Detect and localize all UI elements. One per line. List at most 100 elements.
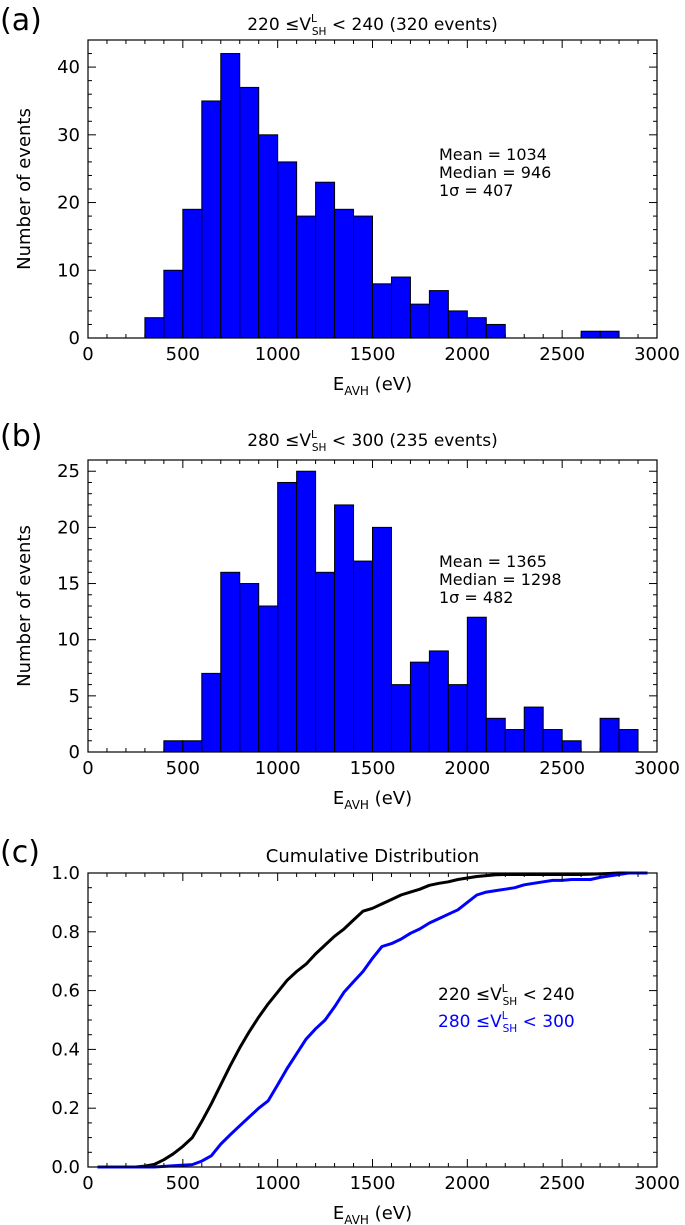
histogram-bar — [485, 717, 506, 753]
legend-entry-2-post: < 300 — [517, 1012, 575, 1032]
panel-1: (a) 220 ≤VL SH < 240 (320 events) Mean = 10… — [0, 3, 680, 398]
histogram-bar — [504, 729, 525, 753]
x-axis-label-post: (eV) — [369, 374, 412, 395]
histogram-bar — [466, 317, 487, 339]
y-tick-label: 10 — [57, 260, 80, 281]
chart-title-sub: SH — [312, 26, 327, 38]
histogram-bar — [296, 470, 317, 753]
histogram-bar — [542, 729, 563, 753]
x-tick-label: 1000 — [255, 758, 301, 779]
histogram-bar — [409, 661, 430, 753]
histogram-bar — [277, 481, 298, 753]
x-tick-label: 2500 — [539, 758, 585, 779]
x-axis-label-sub: AVH — [344, 384, 369, 398]
histogram-bar — [163, 269, 184, 339]
x-tick-label: 500 — [166, 758, 200, 779]
y-tick-label: 0.0 — [51, 1157, 80, 1178]
x-tick-label: 3000 — [634, 344, 680, 365]
stat-line: Mean = 1034 — [439, 145, 547, 164]
x-tick-label: 2000 — [444, 758, 490, 779]
x-tick-label: 3000 — [634, 1173, 680, 1194]
legend-entry-2: 280 ≤VL SH < 300 — [438, 1010, 575, 1035]
x-tick-label: 2500 — [539, 1173, 585, 1194]
y-tick-label: 40 — [57, 57, 80, 78]
chart-title-sub: SH — [312, 442, 327, 454]
histogram-bar — [353, 215, 373, 339]
y-tick-label: 20 — [57, 517, 80, 538]
legend-entry-1-pre: 220 ≤V — [438, 985, 502, 1005]
histogram-bar — [144, 317, 165, 339]
x-axis-label-sub: AVH — [344, 1213, 369, 1225]
y-tick-label: 0.8 — [51, 922, 80, 943]
histogram-bar — [580, 330, 601, 339]
legend-entry-1: 220 ≤VL SH < 240 — [438, 983, 575, 1008]
y-tick-label: 10 — [57, 630, 80, 651]
chart-title-pre: 280 ≤V — [247, 431, 311, 451]
histogram-bar — [390, 684, 411, 753]
x-tick-label: 1000 — [255, 344, 301, 365]
histogram-bar — [258, 134, 279, 339]
histogram-bar — [428, 650, 449, 753]
histogram-bar — [201, 672, 222, 753]
histogram-bar — [315, 181, 336, 339]
histogram-bar — [239, 583, 260, 753]
chart-title-pre: 220 ≤V — [247, 15, 311, 35]
histogram-bar — [485, 323, 506, 339]
chart-title-post: < 240 (320 events) — [326, 15, 497, 35]
legend-entry-1-sup: L — [502, 983, 508, 995]
histogram-bar — [353, 560, 373, 753]
histogram-bar — [618, 729, 639, 753]
x-axis-label-main: E — [333, 788, 344, 809]
histogram-bar — [220, 571, 241, 753]
chart-title-sup: L — [311, 429, 317, 441]
y-tick-label: 30 — [57, 125, 80, 146]
y-tick-label: 15 — [57, 574, 80, 595]
panel-letter: (b) — [0, 419, 42, 454]
histogram-bar — [182, 208, 203, 339]
histogram-bar — [599, 330, 620, 339]
x-axis-label-post: (eV) — [369, 788, 412, 809]
stat-line: Mean = 1365 — [439, 552, 547, 571]
histogram-bar — [201, 100, 222, 339]
chart-title: 280 ≤VL SH < 300 (235 events) — [247, 429, 498, 454]
y-tick-label: 0 — [69, 328, 80, 349]
series-line-1 — [97, 871, 648, 1169]
x-tick-label: 1000 — [255, 1173, 301, 1194]
panel-letter: (c) — [0, 835, 40, 870]
panel-2: (b) 280 ≤VL SH < 300 (235 events) Mean = 13… — [0, 419, 680, 812]
histogram-bar — [258, 605, 279, 753]
histogram-bar — [390, 276, 411, 339]
histogram-bar — [523, 706, 544, 753]
legend-entry-1-sub: SH — [503, 996, 518, 1008]
histogram-bar — [599, 717, 620, 753]
histogram-bar — [296, 215, 317, 339]
histogram-bar — [447, 684, 468, 753]
histogram-bar — [466, 616, 487, 753]
chart-title: 220 ≤VL SH < 240 (320 events) — [247, 13, 498, 38]
histogram-bar — [372, 283, 392, 339]
histogram-bar — [409, 303, 430, 339]
x-axis-label-post: (eV) — [369, 1203, 412, 1224]
series-line-2 — [97, 871, 648, 1169]
y-tick-label: 0.6 — [51, 981, 80, 1002]
histogram-bar — [315, 571, 336, 753]
stat-line: Median = 1298 — [439, 570, 562, 589]
y-tick-label: 0.4 — [51, 1039, 80, 1060]
histogram-bar — [428, 290, 449, 339]
x-axis-label-main: E — [333, 374, 344, 395]
chart-title-sup: L — [311, 13, 317, 25]
stat-line: 1σ = 482 — [439, 588, 513, 607]
y-tick-label: 5 — [69, 686, 80, 707]
x-axis-label: EAVH (eV) — [333, 788, 412, 812]
histogram-bar — [239, 86, 260, 339]
histogram-bar — [163, 740, 184, 753]
y-tick-label: 0 — [69, 742, 80, 763]
legend-entry-1-post: < 240 — [517, 985, 575, 1005]
stat-line: 1σ = 407 — [439, 181, 513, 200]
histogram-bar — [447, 310, 468, 339]
legend-entry-2-sup: L — [502, 1010, 508, 1022]
x-tick-label: 0 — [82, 1173, 93, 1194]
y-axis-label: Number of events — [14, 108, 35, 270]
x-tick-label: 0 — [82, 758, 93, 779]
x-axis-label: EAVH (eV) — [333, 1203, 412, 1225]
